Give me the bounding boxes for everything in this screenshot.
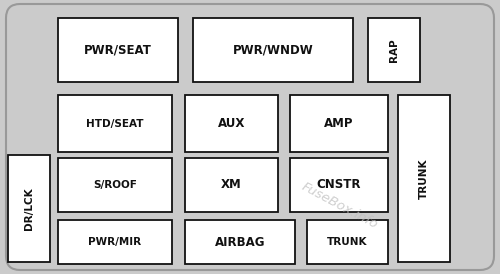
Text: FuseBox.info: FuseBox.info	[300, 180, 380, 232]
Text: XM: XM	[221, 178, 242, 192]
Bar	[290, 158, 388, 212]
Bar	[368, 18, 420, 82]
Text: HTD/SEAT: HTD/SEAT	[86, 118, 144, 129]
Text: CNSTR: CNSTR	[317, 178, 361, 192]
Text: RAP: RAP	[389, 38, 399, 62]
FancyBboxPatch shape	[6, 4, 494, 270]
Bar	[58, 220, 172, 264]
Text: AIRBAG: AIRBAG	[215, 235, 265, 249]
Bar	[8, 155, 50, 262]
Text: TRUNK: TRUNK	[419, 158, 429, 199]
Bar	[58, 95, 172, 152]
Bar	[58, 18, 178, 82]
Text: TRUNK: TRUNK	[327, 237, 368, 247]
Text: PWR/MIR: PWR/MIR	[88, 237, 142, 247]
Bar	[193, 18, 353, 82]
Bar	[307, 220, 388, 264]
Bar	[290, 95, 388, 152]
Bar	[185, 158, 278, 212]
Bar	[185, 220, 295, 264]
Text: AMP: AMP	[324, 117, 354, 130]
Text: PWR/WNDW: PWR/WNDW	[232, 44, 314, 56]
Bar	[185, 95, 278, 152]
Text: DR/LCK: DR/LCK	[24, 187, 34, 230]
Bar	[398, 95, 450, 262]
Text: S/ROOF: S/ROOF	[93, 180, 137, 190]
Bar	[58, 158, 172, 212]
Text: AUX: AUX	[218, 117, 245, 130]
Text: PWR/SEAT: PWR/SEAT	[84, 44, 152, 56]
